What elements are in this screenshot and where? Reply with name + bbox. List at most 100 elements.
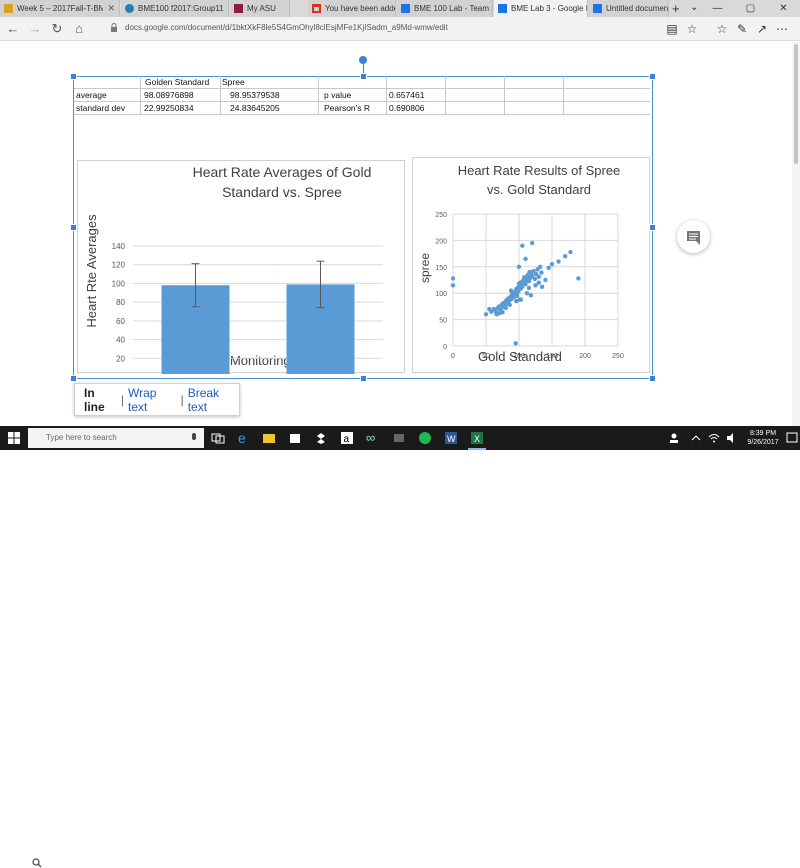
forward-icon[interactable]: → [28,21,42,36]
cell-average-gold: 98.08976898 [144,90,194,100]
scatter-chart-point [517,297,522,302]
reading-view-icon[interactable]: ▤ [666,22,678,36]
bar-chart-ylabel: Heart Rte Averages [84,214,99,328]
scatter-chart-point [487,306,492,312]
scrollbar-thumb[interactable] [794,44,798,164]
cell-stdev-spree: 24.83645205 [230,103,280,113]
scatter-chart-point [549,261,555,267]
scatter-chart-point [494,312,499,317]
scatter-chart-title-line1: Heart Rate Results of Spree [458,163,621,178]
taskbar-clock[interactable]: 8:39 PM 9/26/2017 [742,429,784,447]
value-p-value: 0.657461 [389,90,425,100]
break-text-option[interactable]: Break text [187,385,220,414]
svg-text:a: a [344,434,350,445]
amazon-icon[interactable]: a [339,430,355,446]
excel-icon[interactable]: X [469,430,485,446]
tab-bme100-group11[interactable]: BME100 f2017:Group11 [121,0,229,17]
microphone-icon[interactable] [186,430,202,446]
resize-handle-tr[interactable] [649,73,656,80]
share-icon[interactable]: ↗ [756,22,768,36]
resize-handle-tl[interactable] [70,73,77,80]
web-note-icon[interactable]: ✎ [736,22,748,36]
action-center-icon[interactable] [784,430,800,446]
scatter-chart-points [450,240,581,346]
more-icon[interactable]: ⋯ [776,22,788,36]
favorites-hub-icon[interactable]: ☆ [716,22,728,36]
tab-label: You have been added to [325,4,395,13]
tab-untitled[interactable]: Untitled document - Go [589,0,669,17]
tab-week5[interactable]: Week 5 – 2017Fall-T-BM ✕ [0,0,120,17]
scrollbar-track[interactable] [792,42,800,426]
tab-bar: Week 5 – 2017Fall-T-BM ✕ BME100 f2017:Gr… [0,0,800,17]
file-explorer-icon[interactable] [261,430,277,446]
wrap-text-option[interactable]: Wrap text [128,385,157,414]
value-pearsons-r: 0.690806 [389,103,425,113]
refresh-icon[interactable]: ↻ [51,21,63,36]
volume-icon[interactable] [724,430,740,446]
word-icon[interactable]: W [443,430,459,446]
scatter-chart-point [546,265,551,271]
bar-chart-title-line1: Heart Rate Averages of Gold [193,164,372,180]
rotate-handle[interactable] [359,56,367,64]
resize-handle-mr[interactable] [649,224,656,231]
scatter-chart-point [543,277,548,283]
add-comment-button[interactable] [677,220,710,253]
scatter-chart-point [536,274,541,280]
scatter-chart-point [503,305,508,311]
close-icon[interactable]: ✕ [107,3,115,13]
in-line-option[interactable]: In line [84,385,105,414]
people-icon[interactable] [666,430,682,446]
dropbox-icon[interactable] [313,430,329,446]
windows-start-icon[interactable] [6,430,22,446]
resize-handle-tm[interactable] [360,73,367,80]
minimize-icon[interactable]: — [712,3,723,14]
taskbar-search-input[interactable]: Type here to search [28,428,204,448]
maximize-icon[interactable]: ▢ [745,3,756,14]
tab-label: BME Lab 3 - Google Do [511,4,587,13]
label-pearsons-r: Pearson's R [324,103,371,113]
bar-chart-ytick: 60 [116,317,125,326]
bar-chart-ytick: 40 [116,336,125,345]
scatter-chart-point [520,243,525,248]
task-view-icon[interactable] [210,430,226,446]
store-icon[interactable] [287,430,303,446]
scatter-chart-point [530,273,535,278]
bar-chart-ytick: 80 [116,298,125,307]
back-icon[interactable]: ← [6,21,20,36]
favorite-star-icon[interactable]: ☆ [686,22,698,36]
spotify-icon[interactable] [417,430,433,446]
system-tray-chevron-icon[interactable] [688,430,704,446]
tab-gmail[interactable]: You have been added to [308,0,396,17]
separator: | [120,392,125,407]
scatter-chart-xtick: 50 [482,353,490,360]
docs-favicon-icon [401,4,410,13]
new-tab-button[interactable]: + [672,1,680,16]
scatter-chart-point [507,302,512,308]
url-field[interactable]: docs.google.com/document/d/1bktXkF8le5S4… [125,23,448,32]
edge-browser-icon[interactable]: e [235,430,251,446]
bar-chart-ytick: 0 [121,373,126,374]
header-golden-standard: Golden Standard [145,77,210,87]
tab-list-chevron-icon[interactable]: ⌄ [690,2,699,13]
scatter-chart-grid: 0 50 100 150 200 250 0 50 100 150 200 250 [435,212,624,360]
document-area: Golden Standard Spree average 98.0897689… [0,42,800,426]
home-icon[interactable]: ⌂ [75,21,83,36]
game-app-icon[interactable] [391,430,407,446]
tab-bme-lab3[interactable]: BME Lab 3 - Google Do [494,0,588,17]
scatter-chart-point [536,280,541,285]
resize-handle-bl[interactable] [70,375,77,382]
tab-bme100-lab[interactable]: BME 100 Lab - Team Dr [397,0,493,17]
bar-chart: Heart Rate Averages of Gold Standard vs.… [77,160,405,390]
resize-handle-br[interactable] [649,375,656,382]
svg-text:∞: ∞ [366,430,375,445]
resize-handle-ml[interactable] [70,224,77,231]
row-label-standard-dev: standard dev [76,103,126,113]
comment-icon [687,231,700,245]
infinity-app-icon[interactable]: ∞ [365,430,381,446]
window-close-icon[interactable]: ✕ [779,3,788,14]
tab-my-asu[interactable]: My ASU [230,0,290,17]
scatter-chart-point [576,276,581,281]
resize-handle-bm[interactable] [360,375,367,382]
wifi-icon[interactable] [706,430,722,446]
